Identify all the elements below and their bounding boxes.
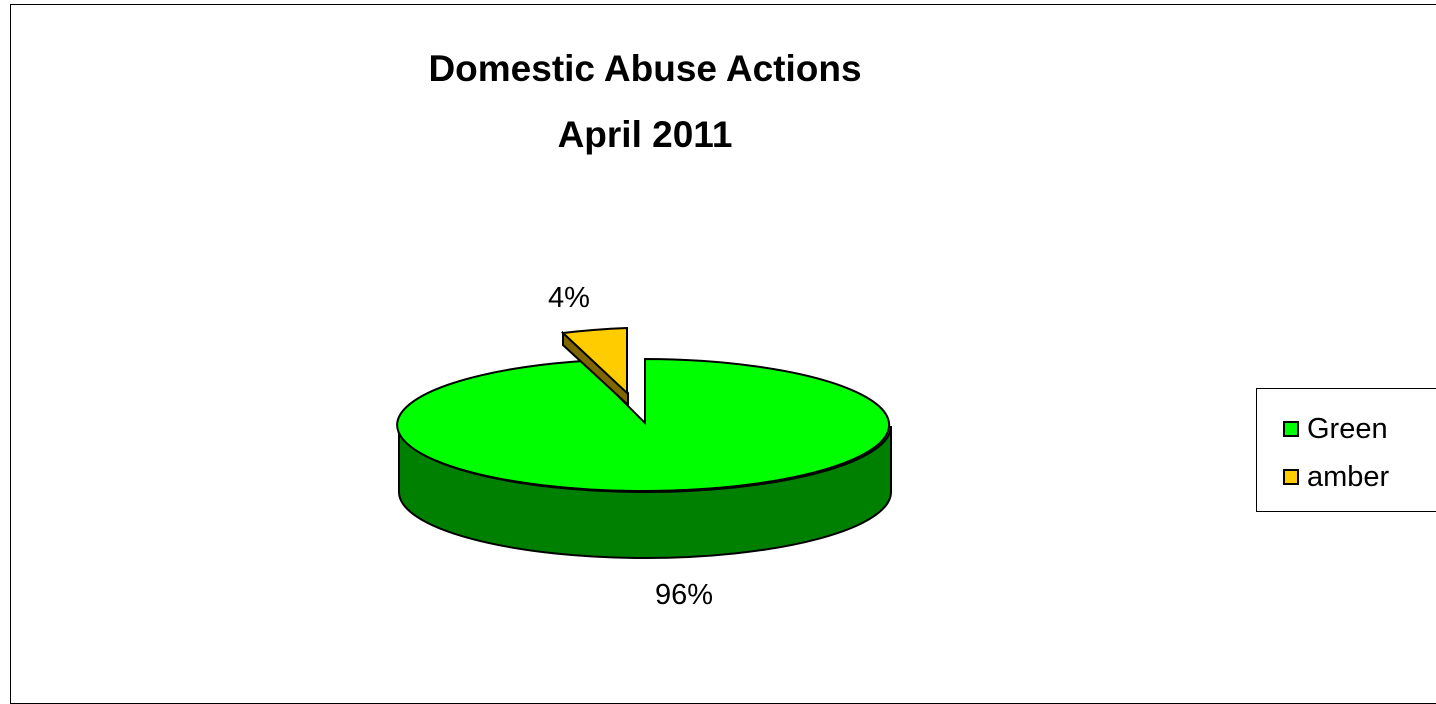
slice-amber-top (560, 326, 628, 396)
legend: Green amber (1256, 388, 1436, 512)
chart-frame (10, 4, 1436, 704)
chart-title-line-1: Domestic Abuse Actions (428, 48, 862, 89)
legend-item-amber: amber (1283, 457, 1389, 497)
data-label-amber: 4% (548, 282, 590, 314)
data-label-green: 96% (655, 579, 713, 611)
chart-title-line-2: April 2011 (557, 114, 733, 155)
legend-item-green: Green (1283, 409, 1388, 449)
legend-label-amber: amber (1307, 460, 1390, 493)
legend-swatch-green (1283, 421, 1299, 437)
slice-green-top (396, 357, 891, 492)
legend-label-green: Green (1307, 412, 1388, 445)
legend-swatch-amber (1283, 469, 1299, 485)
